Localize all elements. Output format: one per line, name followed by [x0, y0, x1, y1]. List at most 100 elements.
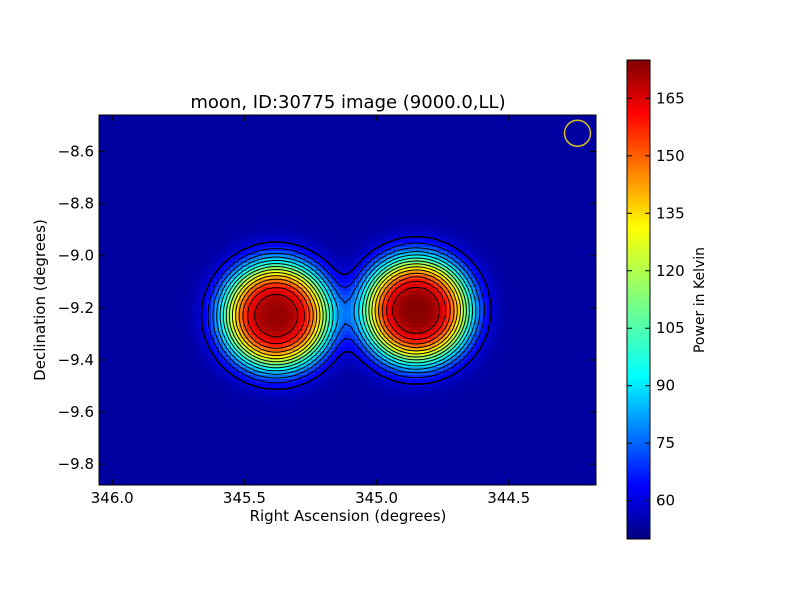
heatmap-cell: [375, 123, 380, 128]
heatmap-cell: [231, 155, 236, 160]
heatmap-cell: [303, 187, 308, 192]
heatmap-cell: [203, 231, 208, 236]
heatmap-cell: [415, 127, 420, 132]
heatmap-cell: [559, 251, 564, 256]
heatmap-cell: [331, 151, 336, 156]
heatmap-cell: [239, 215, 244, 220]
heatmap-cell: [331, 163, 336, 168]
heatmap-cell: [295, 123, 300, 128]
heatmap-cell: [491, 211, 496, 216]
heatmap-cell: [555, 235, 560, 240]
heatmap-cell: [219, 151, 224, 156]
heatmap-cell: [279, 215, 284, 220]
heatmap-cell: [191, 215, 196, 220]
heatmap-cell: [131, 119, 136, 124]
heatmap-cell: [339, 199, 344, 204]
heatmap-cell: [323, 215, 328, 220]
heatmap-cell: [235, 199, 240, 204]
heatmap-cell: [307, 123, 312, 128]
heatmap-cell: [359, 191, 364, 196]
heatmap-cell: [151, 119, 156, 124]
heatmap-cell: [119, 227, 124, 232]
heatmap-cell: [143, 147, 148, 152]
heatmap-cell: [347, 131, 352, 136]
heatmap-cell: [247, 147, 252, 152]
heatmap-cell: [323, 147, 328, 152]
heatmap-cell: [515, 239, 520, 244]
heatmap-cell: [303, 215, 308, 220]
heatmap-cell: [339, 135, 344, 140]
heatmap-cell: [295, 211, 300, 216]
heatmap-cell: [123, 115, 128, 120]
heatmap-cell: [187, 155, 192, 160]
heatmap-cell: [151, 175, 156, 180]
heatmap-cell: [171, 203, 176, 208]
heatmap-cell: [215, 243, 220, 248]
heatmap-cell: [151, 231, 156, 236]
heatmap-cell: [275, 131, 280, 136]
heatmap-cell: [375, 235, 380, 240]
heatmap-cell: [591, 231, 596, 236]
heatmap-cell: [339, 183, 344, 188]
heatmap-cell: [375, 191, 380, 196]
heatmap-cell: [383, 143, 388, 148]
heatmap-cell: [483, 219, 488, 224]
heatmap-cell: [187, 243, 192, 248]
heatmap-cell: [475, 223, 480, 228]
heatmap-cell: [267, 139, 272, 144]
heatmap-cell: [279, 131, 284, 136]
heatmap-cell: [427, 163, 432, 168]
heatmap-cell: [495, 243, 500, 248]
heatmap-cell: [307, 115, 312, 120]
heatmap-cell: [127, 219, 132, 224]
heatmap-cell: [223, 203, 228, 208]
heatmap-cell: [355, 183, 360, 188]
heatmap-cell: [211, 127, 216, 132]
heatmap-cell: [311, 203, 316, 208]
heatmap-cell: [479, 163, 484, 168]
heatmap-cell: [571, 183, 576, 188]
heatmap-cell: [391, 163, 396, 168]
heatmap-cell: [463, 131, 468, 136]
heatmap-cell: [451, 143, 456, 148]
heatmap-cell: [107, 155, 112, 160]
heatmap-cell: [219, 183, 224, 188]
heatmap-cell: [179, 199, 184, 204]
heatmap-cell: [215, 119, 220, 124]
heatmap-cell: [203, 263, 208, 268]
heatmap-cell: [355, 199, 360, 204]
heatmap-cell: [195, 227, 200, 232]
heatmap-cell: [319, 251, 324, 256]
heatmap-cell: [391, 131, 396, 136]
heatmap-cell: [255, 223, 260, 228]
heatmap-cell: [123, 239, 128, 244]
heatmap-cell: [171, 155, 176, 160]
heatmap-cell: [527, 243, 532, 248]
heatmap-cell: [487, 163, 492, 168]
heatmap-cell: [535, 235, 540, 240]
heatmap-cell: [343, 123, 348, 128]
heatmap-cell: [119, 255, 124, 260]
heatmap-cell: [495, 231, 500, 236]
heatmap-cell: [563, 255, 568, 260]
heatmap-cell: [263, 187, 268, 192]
heatmap-cell: [471, 235, 476, 240]
heatmap-cell: [359, 183, 364, 188]
heatmap-cell: [411, 155, 416, 160]
heatmap-cell: [415, 151, 420, 156]
heatmap-cell: [195, 167, 200, 172]
heatmap-cell: [171, 235, 176, 240]
heatmap-cell: [123, 251, 128, 256]
heatmap-cell: [311, 235, 316, 240]
heatmap-cell: [475, 195, 480, 200]
heatmap-cell: [363, 171, 368, 176]
heatmap-cell: [539, 195, 544, 200]
heatmap-cell: [279, 235, 284, 240]
heatmap-cell: [159, 147, 164, 152]
heatmap-cell: [275, 159, 280, 164]
heatmap-cell: [591, 115, 596, 120]
heatmap-cell: [351, 127, 356, 132]
heatmap-cell: [499, 243, 504, 248]
heatmap-cell: [523, 167, 528, 172]
heatmap-cell: [115, 115, 120, 120]
